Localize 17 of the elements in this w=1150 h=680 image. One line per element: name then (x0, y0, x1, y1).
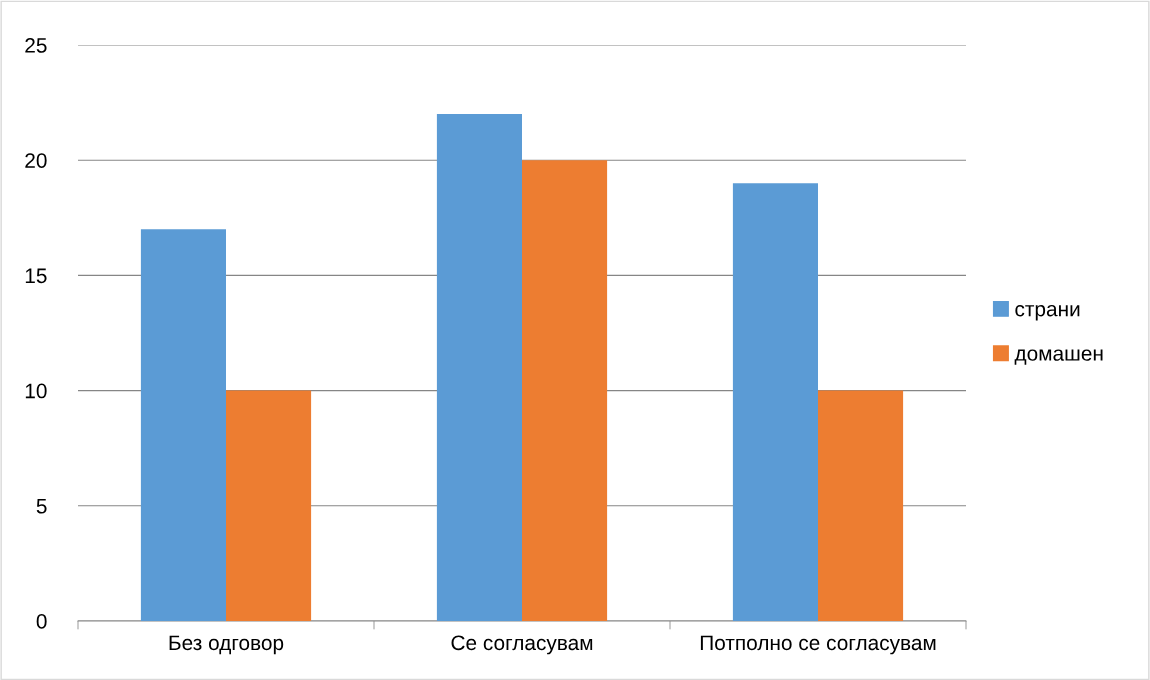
bar (436, 114, 522, 621)
y-tick-label: 15 (25, 268, 47, 284)
legend-label: домашен (1014, 349, 1103, 365)
y-tick-label: 0 (36, 614, 47, 629)
bar (732, 183, 818, 621)
y-tick-label: 10 (25, 383, 47, 399)
y-tick-label: 5 (36, 499, 47, 514)
legend-label: страни (1015, 304, 1080, 321)
x-tick-label: Потполно се согласувам (700, 635, 936, 655)
y-tick-label: 25 (25, 38, 47, 53)
x-tick-label: Се согласувам (451, 635, 593, 655)
bar (818, 390, 904, 621)
x-tick-label: Без одговор (169, 635, 284, 655)
bar (522, 160, 608, 621)
bar (140, 229, 226, 621)
bar (226, 390, 312, 621)
y-tick-label: 20 (25, 153, 47, 168)
